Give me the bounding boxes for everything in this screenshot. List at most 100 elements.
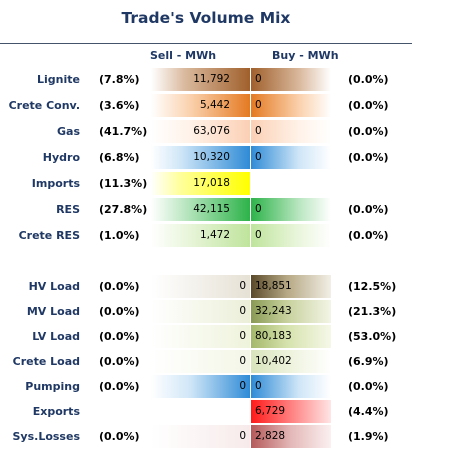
table-row: HV Load (0.0%) 0 18,851 (12.5%) [0, 274, 455, 299]
row-label: Sys.Losses [12, 430, 81, 443]
buy-bar: 6,729 [251, 400, 331, 423]
sell-bar: 1,472 [151, 224, 250, 247]
row-label: Crete Conv. [8, 99, 80, 112]
header-divider [0, 43, 412, 44]
row-label: Crete Load [12, 355, 80, 368]
buy-bar: 2,828 [251, 425, 331, 448]
sell-value: 0 [239, 380, 246, 392]
sell-bar: 0 [151, 350, 250, 373]
buy-percent: (0.0%) [348, 229, 389, 242]
sell-bar: 0 [151, 325, 250, 348]
sell-percent: (0.0%) [99, 330, 140, 343]
row-label: Crete RES [18, 229, 80, 242]
buy-value: 0 [255, 125, 262, 137]
sell-percent: (0.0%) [99, 305, 140, 318]
row-label: HV Load [28, 280, 80, 293]
table-row: Crete Conv. (3.6%) 5,442 0 (0.0%) [0, 93, 455, 118]
buy-percent: (0.0%) [348, 73, 389, 86]
sell-percent: (1.0%) [99, 229, 140, 242]
sell-value: 10,320 [193, 151, 230, 163]
sell-value: 42,115 [193, 203, 230, 215]
buy-percent: (12.5%) [348, 280, 397, 293]
table-row: Exports 6,729 (4.4%) [0, 399, 455, 424]
buy-value: 80,183 [255, 330, 292, 342]
buy-bar: 0 [251, 224, 331, 247]
sell-percent: (41.7%) [99, 125, 148, 138]
row-label: Imports [31, 177, 80, 190]
table-row: LV Load (0.0%) 0 80,183 (53.0%) [0, 324, 455, 349]
sell-percent: (0.0%) [99, 280, 140, 293]
buy-value: 0 [255, 99, 262, 111]
table-row: Imports (11.3%) 17,018 [0, 171, 455, 196]
table-row: Crete RES (1.0%) 1,472 0 (0.0%) [0, 223, 455, 248]
sell-bar: 5,442 [151, 94, 250, 117]
sell-bar: 0 [151, 375, 250, 398]
table-row: RES (27.8%) 42,115 0 (0.0%) [0, 197, 455, 222]
buy-bar: 0 [251, 94, 331, 117]
row-label: Exports [32, 405, 80, 418]
table-row: Sys.Losses (0.0%) 0 2,828 (1.9%) [0, 424, 455, 449]
sell-column-header: Sell - MWh [150, 49, 217, 62]
buy-bar: 18,851 [251, 275, 331, 298]
buy-column-header: Buy - MWh [272, 49, 339, 62]
buy-value: 0 [255, 203, 262, 215]
sell-bar [151, 400, 250, 423]
sell-percent: (3.6%) [99, 99, 140, 112]
table-row: Crete Load (0.0%) 0 10,402 (6.9%) [0, 349, 455, 374]
sell-bar: 63,076 [151, 120, 250, 143]
sell-bar: 17,018 [151, 172, 250, 195]
buy-value: 0 [255, 151, 262, 163]
sell-value: 1,472 [199, 229, 230, 241]
sell-percent: (0.0%) [99, 380, 140, 393]
sell-percent: (0.0%) [99, 430, 140, 443]
buy-percent: (6.9%) [348, 355, 389, 368]
sell-value: 0 [239, 280, 246, 292]
row-label: LV Load [32, 330, 80, 343]
row-label: RES [56, 203, 80, 216]
buy-percent: (21.3%) [348, 305, 397, 318]
table-row: Pumping (0.0%) 0 0 (0.0%) [0, 374, 455, 399]
buy-percent: (0.0%) [348, 125, 389, 138]
buy-bar: 80,183 [251, 325, 331, 348]
buy-bar: 10,402 [251, 350, 331, 373]
buy-bar: 0 [251, 198, 331, 221]
buy-percent: (4.4%) [348, 405, 389, 418]
table-row: Hydro (6.8%) 10,320 0 (0.0%) [0, 145, 455, 170]
sell-percent: (0.0%) [99, 355, 140, 368]
buy-bar: 32,243 [251, 300, 331, 323]
page-title: Trade's Volume Mix [121, 9, 291, 27]
buy-value: 0 [255, 380, 262, 392]
sell-bar: 0 [151, 275, 250, 298]
sell-value: 0 [239, 330, 246, 342]
sell-bar: 42,115 [151, 198, 250, 221]
buy-value: 0 [255, 229, 262, 241]
buy-value: 0 [255, 73, 262, 85]
row-label: Pumping [25, 380, 80, 393]
buy-percent: (1.9%) [348, 430, 389, 443]
buy-value: 18,851 [255, 280, 292, 292]
sell-value: 5,442 [199, 99, 230, 111]
row-label: MV Load [26, 305, 80, 318]
table-row: Lignite (7.8%) 11,792 0 (0.0%) [0, 67, 455, 92]
buy-percent: (0.0%) [348, 151, 389, 164]
sell-percent: (11.3%) [99, 177, 148, 190]
sell-percent: (7.8%) [99, 73, 140, 86]
sell-value: 17,018 [193, 177, 230, 189]
row-label: Hydro [42, 151, 80, 164]
sell-percent: (6.8%) [99, 151, 140, 164]
buy-percent: (53.0%) [348, 330, 397, 343]
buy-value: 10,402 [255, 355, 292, 367]
sell-percent: (27.8%) [99, 203, 148, 216]
buy-value: 6,729 [255, 405, 286, 417]
sell-bar: 11,792 [151, 68, 250, 91]
sell-bar: 0 [151, 425, 250, 448]
sell-bar: 0 [151, 300, 250, 323]
sell-value: 0 [239, 305, 246, 317]
buy-percent: (0.0%) [348, 99, 389, 112]
buy-bar: 0 [251, 68, 331, 91]
row-label: Lignite [37, 73, 80, 86]
sell-value: 11,792 [193, 73, 230, 85]
sell-bar: 10,320 [151, 146, 250, 169]
buy-bar: 0 [251, 375, 331, 398]
buy-bar: 0 [251, 120, 331, 143]
